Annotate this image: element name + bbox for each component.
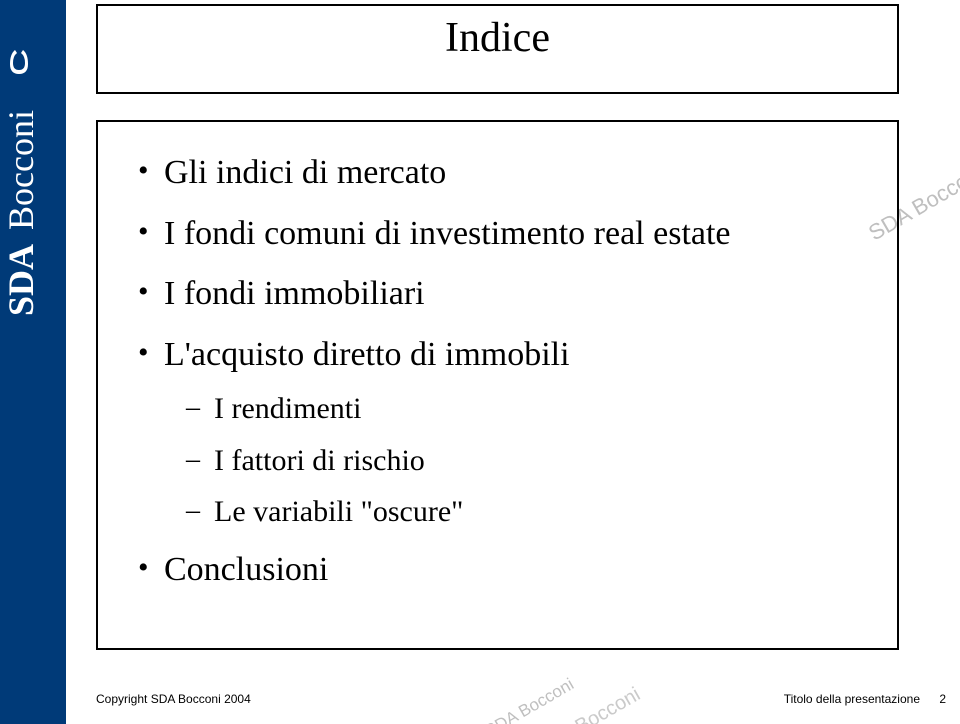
bullet-list: Gli indici di mercato I fondi comuni di … xyxy=(138,152,869,591)
logo-text-bocconi: Bocconi xyxy=(3,110,41,230)
sub-bullet-list: I rendimenti I fattori di rischio Le var… xyxy=(164,390,869,531)
watermark: SDA Bocconi xyxy=(482,675,578,724)
bullet-text: Conclusioni xyxy=(164,551,328,588)
list-item: I fattori di rischio xyxy=(164,442,869,480)
sub-bullet-text: I rendimenti xyxy=(214,392,361,425)
list-item: I fondi immobiliari xyxy=(138,273,869,316)
sda-bocconi-logo: SDA Bocconi xyxy=(3,16,63,336)
slide-title: Indice xyxy=(445,14,550,62)
sub-bullet-text: I fattori di rischio xyxy=(214,444,425,477)
list-item: I fondi comuni di investimento real esta… xyxy=(138,213,869,256)
list-item: Gli indici di mercato xyxy=(138,152,869,195)
page-number: 2 xyxy=(939,692,946,706)
logo-text-sda: SDA xyxy=(3,244,41,316)
list-item: Le variabili "oscure" xyxy=(164,493,869,531)
list-item: Conclusioni xyxy=(138,549,869,592)
bullet-text: I fondi comuni di investimento real esta… xyxy=(164,215,731,252)
sub-bullet-text: Le variabili "oscure" xyxy=(214,495,463,528)
title-box: Indice xyxy=(96,4,899,94)
list-item: L'acquisto diretto di immobili I rendime… xyxy=(138,334,869,531)
list-item: I rendimenti xyxy=(164,390,869,428)
footer-copyright: Copyright SDA Bocconi 2004 xyxy=(96,692,251,706)
bullet-text: I fondi immobiliari xyxy=(164,275,425,312)
content-box: Gli indici di mercato I fondi comuni di … xyxy=(96,120,899,650)
footer-title: Titolo della presentazione xyxy=(784,692,920,706)
slide: SDA Bocconi SDA Bocconi SDA Bocconi SDA … xyxy=(0,0,960,724)
watermark: SDA Bocconi xyxy=(532,683,645,724)
bullet-text: L'acquisto diretto di immobili xyxy=(164,336,570,373)
bullet-text: Gli indici di mercato xyxy=(164,154,446,191)
